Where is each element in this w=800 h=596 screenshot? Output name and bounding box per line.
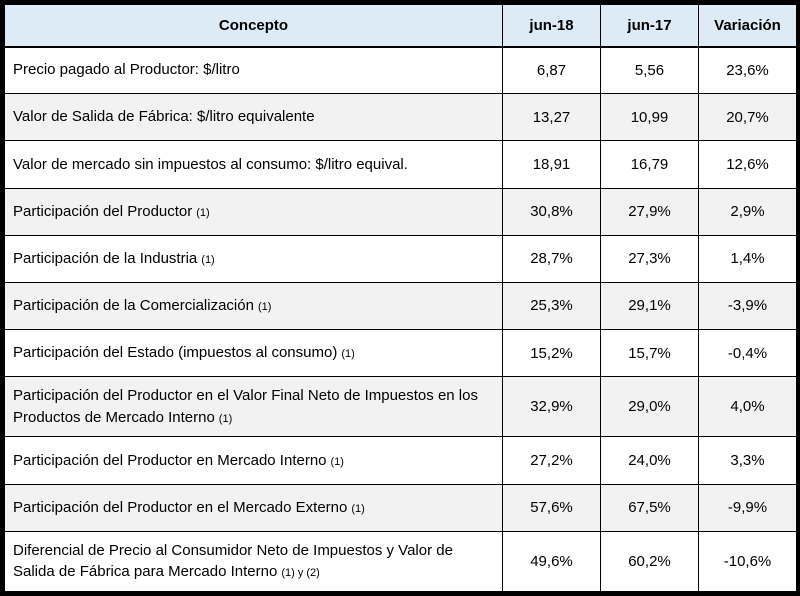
table-row: Participación de la Industria (1) 28,7% 2… bbox=[4, 234, 797, 283]
value-jun18: 57,6% bbox=[502, 483, 601, 532]
table-row: Valor de mercado sin impuestos al consum… bbox=[4, 140, 797, 189]
row-label-cell: Participación del Productor en el Mercad… bbox=[4, 483, 503, 532]
value-variacion: 20,7% bbox=[698, 93, 797, 142]
value-jun17: 29,0% bbox=[600, 376, 699, 438]
value-jun17: 29,1% bbox=[600, 281, 699, 331]
value-variacion: -0,4% bbox=[698, 329, 797, 378]
value-variacion: -10,6% bbox=[698, 530, 797, 593]
value-jun18: 25,3% bbox=[502, 281, 601, 331]
row-note: (1) bbox=[257, 301, 272, 314]
row-note: (1) bbox=[351, 502, 365, 515]
value-jun17: 27,3% bbox=[600, 234, 699, 283]
value-variacion: -9,9% bbox=[698, 483, 797, 532]
row-label: Diferencial de Precio al Consumidor Neto… bbox=[13, 541, 453, 581]
value-jun18: 27,2% bbox=[502, 436, 601, 485]
row-label-cell: Precio pagado al Productor: $/litro bbox=[4, 45, 503, 95]
value-variacion: 3,3% bbox=[698, 436, 797, 485]
row-label-cell: Participación del Productor (1) bbox=[4, 187, 503, 236]
table-row: Participación del Productor en el Mercad… bbox=[4, 483, 797, 532]
value-variacion: 23,6% bbox=[698, 45, 797, 95]
row-note: (1) bbox=[196, 206, 210, 219]
table-row: Precio pagado al Productor: $/litro 6,87… bbox=[4, 45, 797, 95]
value-jun18: 32,9% bbox=[502, 376, 601, 438]
row-label-cell: Participación del Productor en Mercado I… bbox=[4, 436, 503, 485]
value-variacion: 12,6% bbox=[698, 140, 797, 189]
value-jun18: 49,6% bbox=[502, 530, 601, 593]
value-jun17: 67,5% bbox=[600, 483, 699, 532]
row-label: Participación de la Comercialización bbox=[13, 297, 254, 315]
value-jun18: 30,8% bbox=[502, 187, 601, 236]
row-label-cell: Valor de Salida de Fábrica: $/litro equi… bbox=[4, 93, 503, 142]
value-jun17: 15,7% bbox=[600, 329, 699, 378]
table-row: Diferencial de Precio al Consumidor Neto… bbox=[4, 530, 797, 593]
row-label: Participación del Productor bbox=[13, 202, 193, 220]
row-label-cell: Participación de la Comercialización (1) bbox=[4, 281, 503, 331]
header-variacion: Variación bbox=[698, 4, 797, 48]
value-jun18: 13,27 bbox=[502, 93, 601, 142]
row-label-cell: Participación de la Industria (1) bbox=[4, 234, 503, 283]
row-label: Participación del Productor en Mercado I… bbox=[13, 451, 327, 469]
row-label-cell: Diferencial de Precio al Consumidor Neto… bbox=[4, 530, 503, 593]
header-jun18: jun-18 bbox=[502, 4, 601, 48]
row-label-cell: Valor de mercado sin impuestos al consum… bbox=[4, 140, 503, 189]
row-note: (1) y (2) bbox=[281, 567, 320, 580]
row-label: Participación del Productor en el Valor … bbox=[13, 387, 478, 426]
value-variacion: 1,4% bbox=[698, 234, 797, 283]
value-jun18: 18,91 bbox=[502, 140, 601, 189]
row-label: Participación del Estado (impuestos al c… bbox=[13, 344, 338, 362]
price-comparison-table: Concepto jun-18 jun-17 Variación Precio … bbox=[4, 4, 797, 593]
row-label: Valor de Salida de Fábrica: $/litro equi… bbox=[13, 108, 315, 126]
value-jun17: 16,79 bbox=[600, 140, 699, 189]
row-note: (1) bbox=[201, 253, 215, 266]
value-jun18: 15,2% bbox=[502, 329, 601, 378]
row-label: Precio pagado al Productor: $/litro bbox=[13, 61, 240, 79]
value-jun17: 24,0% bbox=[600, 436, 699, 485]
table-row: Participación del Estado (impuestos al c… bbox=[4, 329, 797, 378]
row-label: Participación del Productor en el Mercad… bbox=[13, 498, 348, 516]
value-variacion: -3,9% bbox=[698, 281, 797, 331]
row-label: Participación de la Industria bbox=[13, 249, 198, 267]
row-note: (1) bbox=[341, 348, 355, 361]
table-row: Valor de Salida de Fábrica: $/litro equi… bbox=[4, 93, 797, 142]
row-label-cell: Participación del Estado (impuestos al c… bbox=[4, 329, 503, 378]
row-label-cell: Participación del Productor en el Valor … bbox=[4, 376, 503, 438]
value-jun17: 27,9% bbox=[600, 187, 699, 236]
value-jun18: 28,7% bbox=[502, 234, 601, 283]
header-concepto: Concepto bbox=[4, 4, 503, 48]
value-jun17: 5,56 bbox=[600, 45, 699, 95]
value-jun18: 6,87 bbox=[502, 45, 601, 95]
row-note: (1) bbox=[218, 412, 233, 425]
value-variacion: 2,9% bbox=[698, 187, 797, 236]
value-jun17: 10,99 bbox=[600, 93, 699, 142]
row-label: Valor de mercado sin impuestos al consum… bbox=[13, 155, 408, 173]
table-row: Participación del Productor en Mercado I… bbox=[4, 436, 797, 485]
table-row: Participación del Productor (1) 30,8% 27,… bbox=[4, 187, 797, 236]
value-jun17: 60,2% bbox=[600, 530, 699, 593]
table-row: Participación de la Comercialización (1) … bbox=[4, 281, 797, 331]
value-variacion: 4,0% bbox=[698, 376, 797, 438]
header-row: Concepto jun-18 jun-17 Variación bbox=[4, 4, 797, 48]
row-note: (1) bbox=[330, 455, 344, 468]
table-row: Participación del Productor en el Valor … bbox=[4, 376, 797, 438]
header-jun17: jun-17 bbox=[600, 4, 699, 48]
